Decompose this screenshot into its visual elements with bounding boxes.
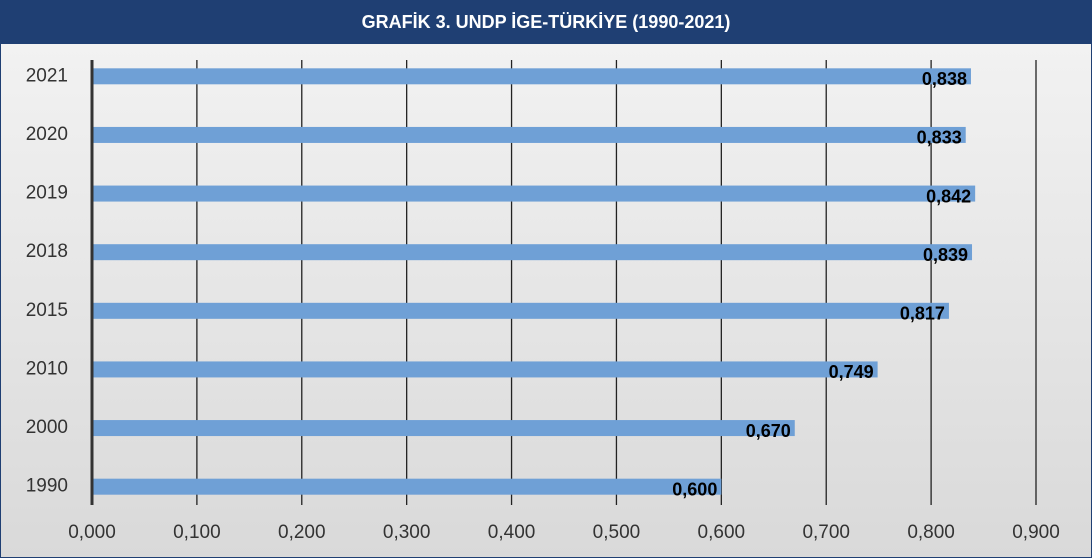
x-tick-label: 0,900 (1012, 522, 1060, 543)
y-tick-label: 2019 (26, 183, 68, 204)
y-tick-label: 1990 (26, 476, 68, 497)
y-tick-label: 2018 (26, 241, 68, 262)
x-tick-label: 0,600 (698, 522, 746, 543)
y-tick-label: 2000 (26, 417, 68, 438)
bar (92, 478, 722, 495)
x-tick-label: 0,200 (278, 522, 326, 543)
bar (92, 126, 966, 143)
x-tick-label: 0,700 (802, 522, 850, 543)
bar (92, 361, 878, 378)
bar (92, 302, 949, 319)
title-banner (0, 0, 1092, 44)
bar (92, 420, 795, 437)
x-tick-label: 0,300 (383, 522, 431, 543)
x-tick-label: 0,400 (488, 522, 536, 543)
x-tick-label: 0,100 (173, 522, 221, 543)
value-label: 0,842 (926, 186, 971, 206)
bar (92, 68, 971, 85)
y-tick-label: 2021 (26, 65, 68, 86)
x-tick-label: 0,500 (593, 522, 641, 543)
value-label: 0,839 (923, 245, 968, 265)
value-label: 0,600 (672, 479, 717, 499)
value-label: 0,833 (917, 128, 962, 148)
x-tick-label: 0,800 (907, 522, 955, 543)
value-label: 0,838 (922, 69, 967, 89)
value-label: 0,817 (900, 304, 945, 324)
bar (92, 244, 973, 261)
y-tick-label: 2020 (26, 124, 68, 145)
chart-title: GRAFİK 3. UNDP İGE-TÜRKİYE (1990-2021) (362, 12, 731, 32)
bar (92, 185, 976, 202)
value-label: 0,749 (829, 362, 874, 382)
value-label: 0,670 (746, 421, 791, 441)
y-tick-label: 2010 (26, 358, 68, 379)
x-tick-label: 0,000 (68, 522, 116, 543)
y-tick-label: 2015 (26, 300, 68, 321)
